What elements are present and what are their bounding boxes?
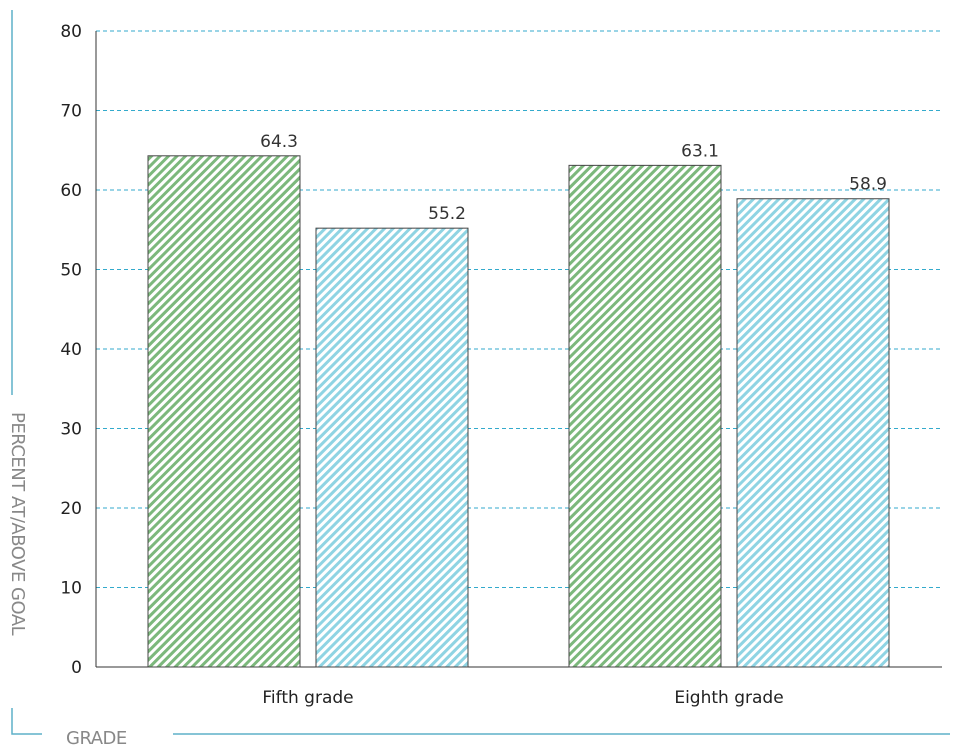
data-labels: 64.3 55.2 63.1 58.9 [260,132,887,224]
data-label: 64.3 [260,132,298,152]
data-label: 58.9 [849,175,887,195]
y-tick-labels: 0 10 20 30 40 50 60 70 80 [60,22,82,678]
y-tick-label: 60 [60,181,82,201]
bar [147,155,301,668]
y-axis-title: PERCENT AT/ABOVE GOAL [7,412,28,636]
chart-frame [11,10,950,735]
y-tick-label: 70 [60,102,82,122]
x-category-label: Eighth grade [674,688,783,708]
x-category-labels: Fifth grade Eighth grade [262,688,783,708]
data-label: 55.2 [428,204,466,224]
y-tick-label: 80 [60,22,82,42]
x-axis-title: GRADE [66,728,127,749]
y-tick-label: 50 [60,261,82,281]
y-tick-label: 30 [60,420,82,440]
bars [147,155,890,668]
x-category-label: Fifth grade [262,688,353,708]
frame-left-lower [11,708,42,735]
data-label: 63.1 [681,141,719,161]
bar [315,227,469,668]
y-tick-label: 10 [60,579,82,599]
bar [736,198,890,668]
y-tick-label: 40 [60,340,82,360]
y-tick-label: 0 [71,658,82,678]
bar [568,164,722,668]
y-tick-label: 20 [60,499,82,519]
